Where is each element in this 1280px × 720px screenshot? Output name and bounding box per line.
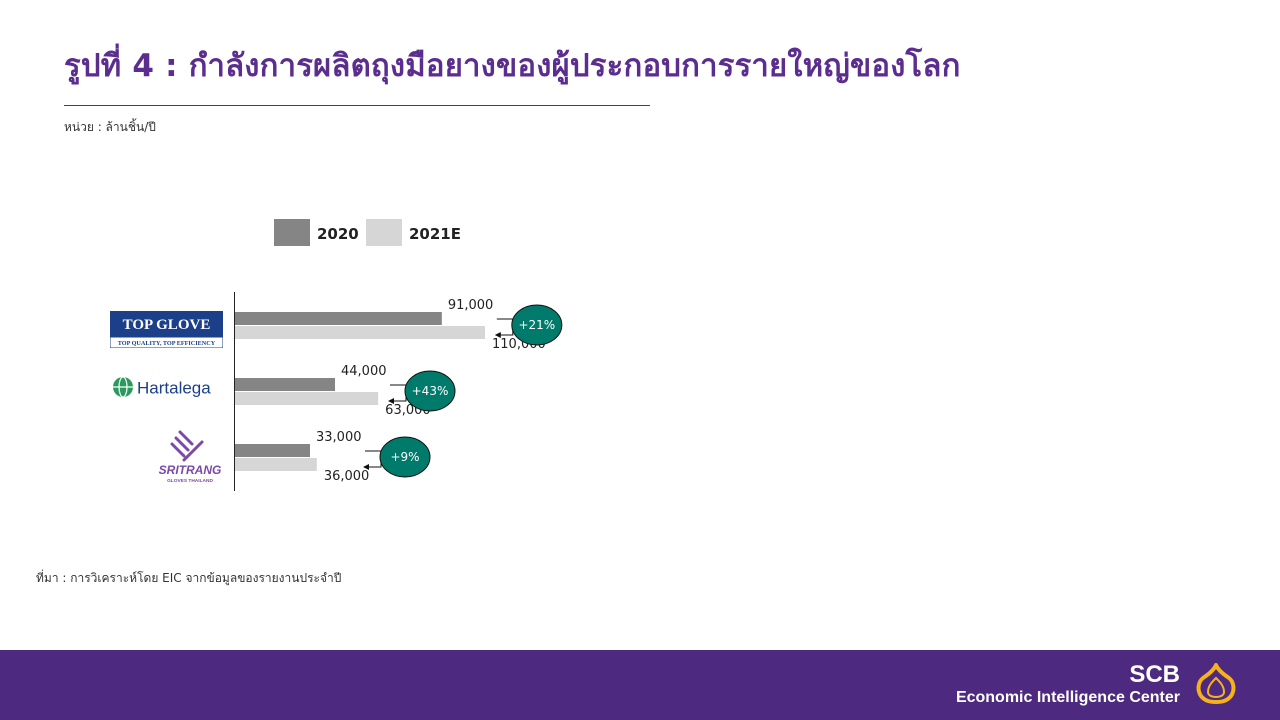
page-title: รูปที่ 4 : กำลังการผลิตถุงมือยางของผู้ปร… bbox=[64, 48, 961, 84]
legend-swatch-2021E bbox=[366, 219, 402, 246]
topglove-logo-name: TOP GLOVE bbox=[123, 317, 211, 333]
sritrang-mark-icon bbox=[170, 430, 204, 462]
title-underline bbox=[64, 105, 650, 106]
sritrang-logo: SRITRANG GLOVES THAILAND bbox=[158, 426, 224, 490]
hartalega-logo: Hartalega bbox=[112, 376, 224, 404]
growth-arrow-2 bbox=[363, 464, 369, 470]
value-label-2021E-2: 36,000 bbox=[324, 469, 370, 484]
unit-label: หน่วย : ล้านชิ้น/ปี bbox=[64, 120, 156, 134]
bar-2021E-2 bbox=[235, 458, 317, 471]
topglove-logo-tagline: TOP QUALITY, TOP EFFICIENCY bbox=[118, 340, 216, 347]
topglove-logo: TOP GLOVE TOP QUALITY, TOP EFFICIENCY bbox=[109, 311, 224, 352]
growth-arrow-0 bbox=[494, 332, 501, 338]
scb-emblem-icon bbox=[1196, 662, 1236, 708]
growth-label-0: +21% bbox=[518, 318, 555, 332]
bar-2020-1 bbox=[235, 378, 335, 391]
chart-legend: 2020 2021E bbox=[274, 219, 461, 246]
bar-2020-0 bbox=[235, 312, 442, 325]
bar-2021E-0 bbox=[235, 326, 485, 339]
value-label-2020-0: 91,000 bbox=[448, 298, 494, 313]
value-label-2020-1: 44,000 bbox=[341, 364, 387, 379]
sritrang-logo-name: SRITRANG bbox=[159, 463, 222, 477]
growth-badge-0 bbox=[511, 304, 563, 346]
sritrang-logo-sub: GLOVES THAILAND bbox=[167, 478, 213, 484]
growth-label-1: +43% bbox=[412, 384, 449, 398]
value-label-2020-2: 33,000 bbox=[316, 430, 362, 445]
hartalega-logo-name: Hartalega bbox=[137, 379, 211, 398]
bar-2021E-1 bbox=[235, 392, 379, 405]
growth-badge-1 bbox=[404, 370, 456, 412]
legend-label-2021E: 2021E bbox=[409, 225, 461, 243]
source-note: ที่มา : การวิเคราะห์โดย EIC จากข้อมูลของ… bbox=[36, 571, 342, 585]
growth-label-2: +9% bbox=[390, 450, 419, 464]
brand-block: SCB Economic Intelligence Center bbox=[956, 662, 1180, 708]
growth-connector-2 bbox=[365, 450, 382, 468]
brand-center: Economic Intelligence Center bbox=[955, 689, 1180, 706]
footer-bar: SCB Economic Intelligence Center bbox=[0, 650, 1280, 720]
growth-connector-1 bbox=[390, 384, 407, 402]
growth-connector-0 bbox=[496, 318, 514, 336]
growth-arrow-1 bbox=[388, 398, 394, 404]
bar-chart: 2020 2021E 91,000110,000+21%44,00063,000+… bbox=[234, 219, 563, 491]
growth-badge-2 bbox=[379, 436, 431, 478]
brand-name: SCB bbox=[1129, 661, 1180, 688]
bar-2020-2 bbox=[235, 444, 310, 457]
legend-label-2020: 2020 bbox=[317, 225, 359, 243]
legend-swatch-2020 bbox=[274, 219, 310, 246]
